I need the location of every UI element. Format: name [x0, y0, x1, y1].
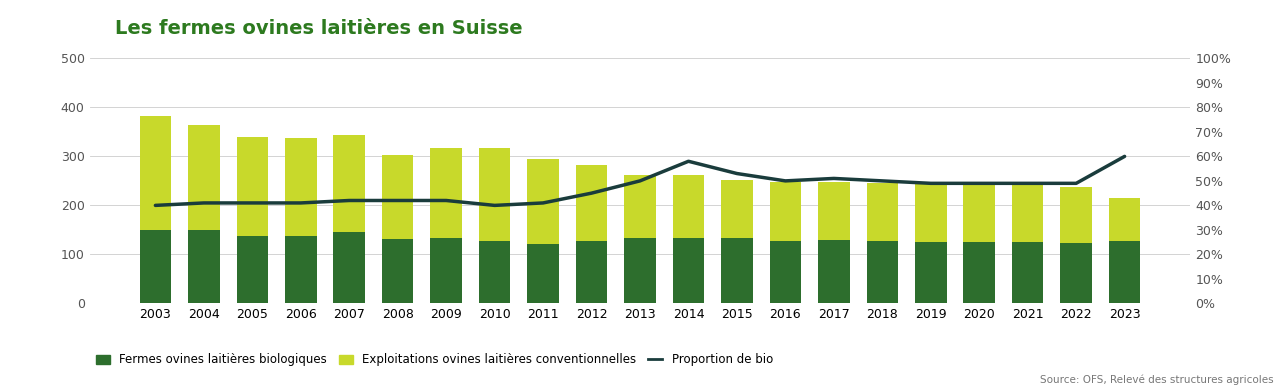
Bar: [1060, 187, 1092, 243]
Bar: [915, 182, 946, 242]
Bar: [818, 182, 850, 240]
Proportion de bio: [196, 201, 211, 205]
Bar: [1060, 243, 1092, 303]
Bar: [673, 238, 704, 303]
Bar: [479, 148, 511, 241]
Proportion de bio: [632, 179, 648, 183]
Text: Source: OFS, Relevé des structures agricoles: Source: OFS, Relevé des structures agric…: [1039, 375, 1274, 385]
Proportion de bio: [778, 179, 794, 183]
Bar: [334, 135, 365, 232]
Bar: [188, 230, 220, 303]
Bar: [818, 240, 850, 303]
Bar: [769, 241, 801, 303]
Bar: [527, 159, 559, 244]
Bar: [430, 238, 462, 303]
Bar: [867, 241, 899, 303]
Bar: [527, 244, 559, 303]
Proportion de bio: [1069, 181, 1084, 186]
Proportion de bio: [390, 198, 406, 203]
Bar: [140, 230, 172, 303]
Bar: [769, 182, 801, 241]
Bar: [673, 175, 704, 238]
Proportion de bio: [584, 191, 599, 196]
Bar: [188, 124, 220, 230]
Bar: [237, 236, 268, 303]
Proportion de bio: [1117, 154, 1133, 159]
Bar: [1108, 241, 1140, 303]
Bar: [237, 137, 268, 236]
Bar: [721, 238, 753, 303]
Proportion de bio: [1020, 181, 1036, 186]
Bar: [381, 155, 413, 239]
Bar: [430, 147, 462, 238]
Bar: [1012, 242, 1043, 303]
Proportion de bio: [342, 198, 357, 203]
Bar: [867, 183, 899, 241]
Bar: [285, 138, 316, 236]
Bar: [576, 165, 607, 241]
Bar: [381, 239, 413, 303]
Bar: [479, 241, 511, 303]
Bar: [625, 238, 655, 303]
Line: Proportion de bio: Proportion de bio: [155, 156, 1125, 205]
Proportion de bio: [293, 201, 308, 205]
Bar: [334, 232, 365, 303]
Proportion de bio: [147, 203, 163, 208]
Proportion de bio: [681, 159, 696, 164]
Proportion de bio: [874, 179, 890, 183]
Proportion de bio: [439, 198, 454, 203]
Bar: [964, 182, 995, 242]
Bar: [285, 236, 316, 303]
Legend: Fermes ovines laitières biologiques, Exploitations ovines laitières conventionne: Fermes ovines laitières biologiques, Exp…: [96, 353, 773, 366]
Bar: [915, 242, 946, 303]
Proportion de bio: [972, 181, 987, 186]
Proportion de bio: [535, 201, 550, 205]
Proportion de bio: [486, 203, 502, 208]
Text: Les fermes ovines laitières en Suisse: Les fermes ovines laitières en Suisse: [115, 19, 522, 39]
Proportion de bio: [244, 201, 260, 205]
Bar: [576, 241, 607, 303]
Proportion de bio: [826, 176, 841, 181]
Bar: [1108, 198, 1140, 241]
Proportion de bio: [923, 181, 938, 186]
Proportion de bio: [730, 171, 745, 176]
Bar: [140, 116, 172, 230]
Bar: [964, 242, 995, 303]
Bar: [625, 175, 655, 238]
Bar: [1012, 183, 1043, 242]
Bar: [721, 180, 753, 238]
